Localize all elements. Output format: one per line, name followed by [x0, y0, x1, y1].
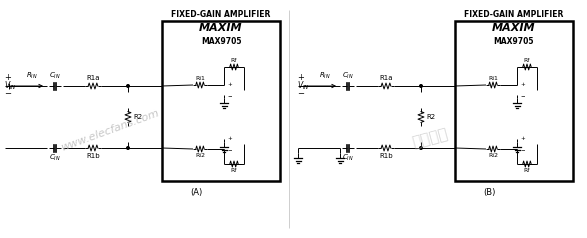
Text: Ri2: Ri2	[195, 153, 205, 158]
Text: +: +	[227, 136, 232, 141]
Text: $R_{IN}$: $R_{IN}$	[319, 71, 331, 81]
Text: Ri2: Ri2	[488, 153, 498, 158]
Text: $C_{IN}$: $C_{IN}$	[49, 71, 61, 81]
Text: −: −	[520, 93, 525, 98]
Text: R2: R2	[133, 114, 142, 120]
Text: +: +	[520, 82, 525, 87]
Text: MAXIM: MAXIM	[199, 23, 243, 33]
Text: FIXED-GAIN AMPLIFIER: FIXED-GAIN AMPLIFIER	[171, 10, 271, 19]
Text: $R_{IN}$: $R_{IN}$	[26, 71, 38, 81]
Text: R1b: R1b	[86, 153, 100, 159]
Text: MAXIM: MAXIM	[492, 23, 536, 33]
Text: +: +	[4, 74, 11, 83]
Text: $C_{IN}$: $C_{IN}$	[49, 153, 61, 163]
Text: R2: R2	[426, 114, 435, 120]
Text: R1a: R1a	[86, 75, 100, 81]
Circle shape	[222, 84, 225, 86]
Text: −: −	[4, 89, 11, 99]
Text: (B): (B)	[483, 188, 495, 197]
Text: (A): (A)	[190, 188, 202, 197]
Text: www.elecfans.com: www.elecfans.com	[59, 108, 160, 153]
Text: −: −	[227, 147, 232, 152]
Text: +: +	[520, 136, 525, 141]
Circle shape	[222, 148, 225, 150]
Circle shape	[420, 147, 422, 149]
Text: 电子粧客: 电子粧客	[410, 126, 450, 150]
Text: +: +	[297, 74, 304, 83]
Text: R1a: R1a	[379, 75, 393, 81]
Text: MAX9705: MAX9705	[494, 37, 534, 46]
Text: Rf: Rf	[231, 168, 237, 173]
Text: $C_{IN}$: $C_{IN}$	[342, 153, 354, 163]
Text: MAX9705: MAX9705	[201, 37, 241, 46]
Bar	[162, 21, 280, 181]
Text: FIXED-GAIN AMPLIFIER: FIXED-GAIN AMPLIFIER	[464, 10, 564, 19]
Bar	[455, 21, 573, 181]
Circle shape	[516, 84, 518, 86]
Text: R1b: R1b	[379, 153, 393, 159]
Text: −: −	[297, 89, 304, 99]
Text: Rf: Rf	[524, 168, 530, 173]
Circle shape	[127, 147, 129, 149]
Text: $V_{IN}$: $V_{IN}$	[297, 80, 310, 92]
Circle shape	[420, 85, 422, 87]
Text: −: −	[227, 93, 232, 98]
Text: Rf: Rf	[524, 58, 530, 63]
Text: Ri1: Ri1	[195, 76, 205, 81]
Text: Rf: Rf	[231, 58, 237, 63]
Circle shape	[127, 85, 129, 87]
Text: −: −	[520, 147, 525, 152]
Text: $C_{IN}$: $C_{IN}$	[342, 71, 354, 81]
Text: +: +	[227, 82, 232, 87]
Text: $V_{IN}$: $V_{IN}$	[4, 80, 16, 92]
Text: Ri1: Ri1	[488, 76, 498, 81]
Circle shape	[516, 148, 518, 150]
